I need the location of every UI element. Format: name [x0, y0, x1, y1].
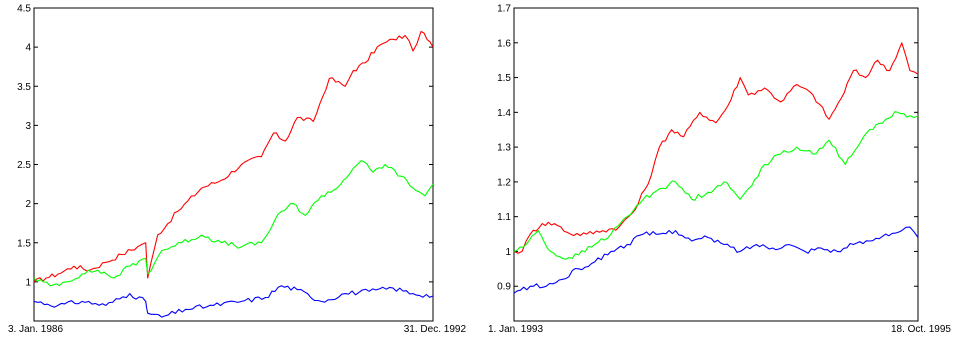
y-tick-label: 0.9 — [497, 282, 511, 293]
left-chart: 1 1.5 2 2.5 3 3.5 4 4.5 3. Jan. 1986 31. Dec. 199… — [8, 4, 466, 336]
y-tick-label: 1.2 — [497, 177, 511, 188]
x-start-label: 3. Jan. 1986 — [8, 324, 63, 335]
plot-frame — [513, 7, 919, 322]
x-end-label: 31. Dec. 1992 — [404, 324, 467, 335]
y-tick-label: 3 — [25, 121, 31, 132]
right-chart: 0.9 1 1.1 1.2 1.3 1.4 1.5 1.6 1.7 1. Jan. 1993 18.… — [488, 4, 951, 336]
y-tick-label: 1 — [25, 277, 31, 288]
series-line-0 — [33, 30, 434, 283]
y-tick-label: 4 — [25, 43, 31, 54]
series-line-2 — [33, 285, 434, 318]
series-line-1 — [513, 111, 919, 260]
x-start-label: 1. Jan. 1993 — [488, 324, 543, 335]
series-line-0 — [513, 42, 919, 254]
y-tick-label: 2 — [25, 199, 31, 210]
y-tick-label: 3.5 — [17, 82, 31, 93]
y-tick-label: 1.3 — [497, 143, 511, 154]
series-line-2 — [513, 226, 919, 294]
x-end-label: 18. Oct. 1995 — [891, 324, 951, 335]
y-tick-label: 4.5 — [17, 4, 31, 15]
series-line-1 — [33, 160, 434, 287]
y-tick-label: 1.5 — [17, 238, 31, 249]
y-tick-label: 1.4 — [497, 108, 511, 119]
y-tick-label: 1.6 — [497, 38, 511, 49]
y-tick-label: 1 — [505, 247, 511, 258]
y-tick-label: 2.5 — [17, 160, 31, 171]
y-tick-label: 1.7 — [497, 4, 511, 15]
y-tick-label: 1.1 — [497, 212, 511, 223]
plot-frame — [33, 7, 434, 322]
y-tick-label: 1.5 — [497, 73, 511, 84]
